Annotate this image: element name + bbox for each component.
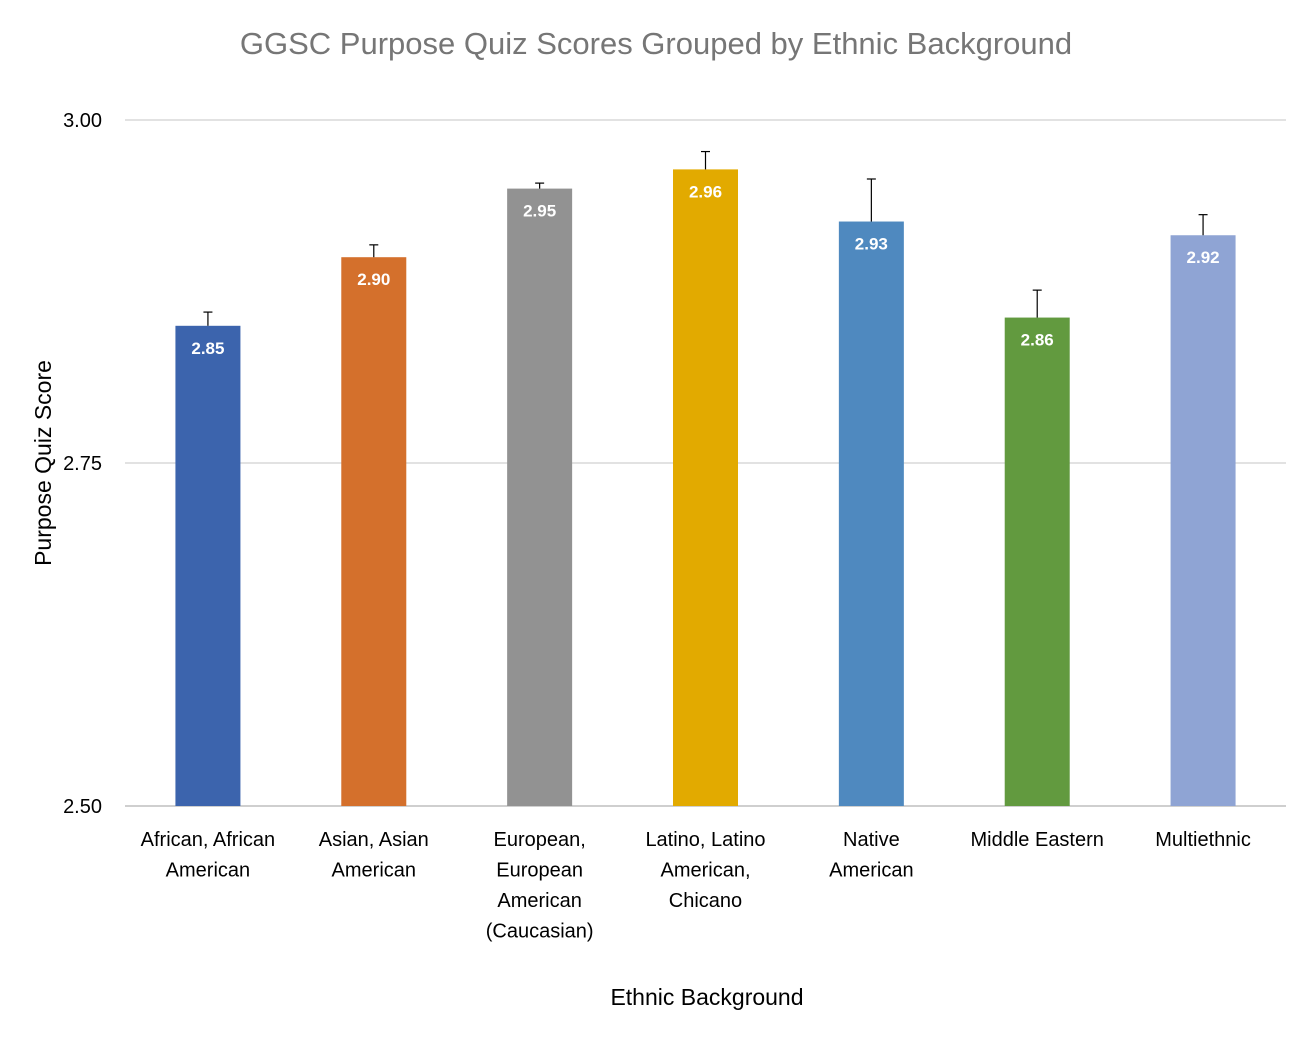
x-axis-label: Ethnic Background bbox=[610, 984, 803, 1010]
chart-title: GGSC Purpose Quiz Scores Grouped by Ethn… bbox=[240, 26, 1072, 61]
x-tick-label: Middle Eastern bbox=[971, 829, 1104, 851]
x-tick-label-line: Asian, Asian bbox=[319, 829, 429, 851]
y-tick-label: 3.00 bbox=[63, 110, 102, 132]
data-label: 2.90 bbox=[357, 270, 390, 289]
x-tick-label-line: American, bbox=[660, 860, 750, 882]
x-tick-label-line: Native bbox=[843, 829, 900, 851]
bar bbox=[673, 169, 738, 807]
y-axis-label: Purpose Quiz Score bbox=[30, 360, 56, 566]
x-tick-label: Asian, Asian American bbox=[319, 829, 429, 882]
bar bbox=[507, 188, 573, 807]
x-tick-label: Latino, Latino American, Chicano bbox=[645, 829, 765, 912]
x-axis-categories: African, African American Asian, Asian Amer… bbox=[141, 829, 1251, 943]
x-tick-label: Multiethnic bbox=[1155, 829, 1251, 851]
bar bbox=[341, 257, 407, 806]
data-label: 2.92 bbox=[1187, 248, 1220, 267]
x-tick-label-line: European, bbox=[493, 829, 585, 851]
x-tick-label-line: Chicano bbox=[669, 890, 742, 912]
x-tick-label-line: Multiethnic bbox=[1155, 829, 1251, 851]
y-tick-label: 2.75 bbox=[63, 453, 102, 475]
x-tick-label-line: Latino, Latino bbox=[645, 829, 765, 851]
data-label: 2.86 bbox=[1021, 331, 1054, 350]
bar bbox=[838, 221, 904, 806]
x-tick-label: European, European American (Caucasian) bbox=[486, 829, 594, 943]
x-tick-label-line: (Caucasian) bbox=[486, 921, 594, 943]
x-tick-label-line: American bbox=[332, 860, 416, 882]
data-label: 2.93 bbox=[855, 235, 888, 254]
bars: 2.85 2.90 2.95 2.96 2.93 2.86 2.92 bbox=[175, 150, 1236, 807]
bar bbox=[175, 325, 241, 806]
x-tick-label-line: European bbox=[496, 860, 583, 882]
bar bbox=[1004, 317, 1070, 806]
y-tick-label: 2.50 bbox=[63, 796, 102, 818]
data-label: 2.85 bbox=[191, 339, 224, 358]
data-label: 2.95 bbox=[523, 202, 556, 221]
x-tick-label-line: American bbox=[829, 860, 913, 882]
x-tick-label-line: African, African bbox=[141, 829, 276, 851]
y-axis-ticks: 2.50 2.75 3.00 bbox=[63, 110, 102, 818]
x-tick-label: African, African American bbox=[141, 829, 276, 882]
bar bbox=[1170, 235, 1236, 807]
x-tick-label: Native American bbox=[829, 829, 913, 882]
x-tick-label-line: Middle Eastern bbox=[971, 829, 1104, 851]
x-tick-label-line: American bbox=[166, 860, 250, 882]
data-label: 2.96 bbox=[689, 182, 722, 201]
x-tick-label-line: American bbox=[497, 890, 581, 912]
